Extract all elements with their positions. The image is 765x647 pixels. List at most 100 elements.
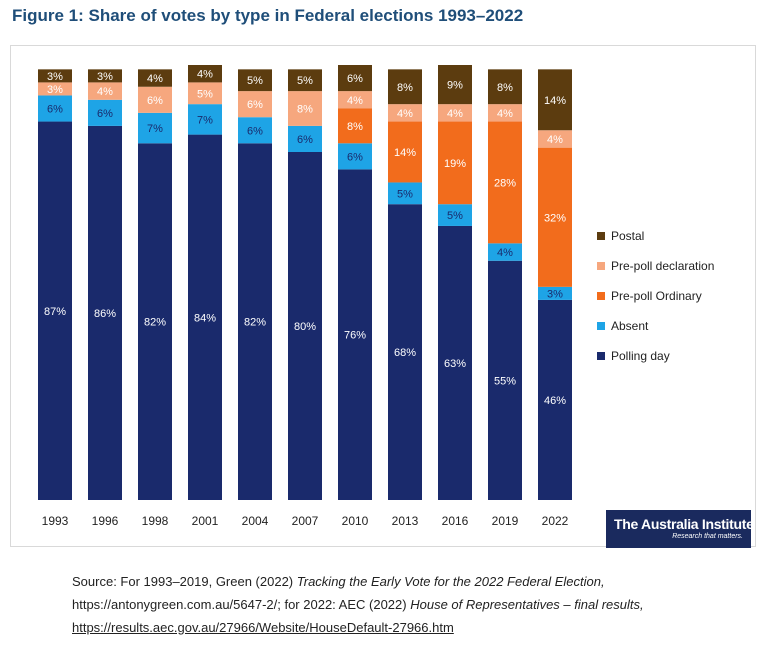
bar-value-label: 4%: [397, 108, 413, 120]
bar-segment: [438, 204, 472, 226]
bar-segment: [88, 99, 122, 126]
x-tick-label: 2016: [442, 514, 469, 528]
bar-segment: [338, 91, 372, 109]
bar-value-label: 80%: [294, 321, 316, 333]
source-text-2: for 2022: AEC (2022): [284, 597, 411, 612]
legend-label: Absent: [611, 319, 649, 333]
bar-value-label: 5%: [297, 75, 313, 87]
bar-value-label: 5%: [197, 88, 213, 100]
bar-segment: [288, 152, 322, 500]
bar-segment: [488, 243, 522, 261]
source-title-1: Tracking the Early Vote for the 2022 Fed…: [296, 574, 605, 589]
bar-value-label: 4%: [497, 108, 513, 120]
legend-swatch: [597, 262, 605, 270]
x-tick-label: 2019: [492, 514, 519, 528]
bar-value-label: 6%: [247, 125, 263, 137]
x-tick-label: 2022: [542, 514, 569, 528]
bar-value-label: 5%: [247, 75, 263, 87]
bar-value-label: 82%: [144, 317, 166, 329]
x-tick-label: 2010: [342, 514, 369, 528]
bar-value-label: 68%: [394, 347, 416, 359]
bar-segment: [388, 104, 422, 122]
bar-segment: [338, 169, 372, 500]
bar-segment: [288, 69, 322, 92]
bar-value-label: 6%: [297, 134, 313, 146]
bar-segment: [238, 91, 272, 118]
bar-segment: [138, 112, 172, 144]
bars-layer: [38, 65, 572, 501]
bar-segment: [438, 121, 472, 205]
legend-label: Pre-poll Ordinary: [611, 289, 702, 303]
bar-segment: [38, 82, 72, 96]
bar-segment: [488, 260, 522, 500]
legend: Postal Pre-poll declaration Pre-poll Ordin…: [597, 229, 714, 363]
legend-label: Postal: [611, 229, 644, 243]
bar-value-label: 87%: [44, 306, 66, 318]
bar-segment: [188, 134, 222, 500]
bar-segment: [38, 95, 72, 122]
bar-segment: [538, 69, 572, 131]
bar-segment: [438, 225, 472, 500]
bar-segment: [38, 121, 72, 501]
bar-segment: [88, 125, 122, 501]
bar-value-label: 6%: [47, 104, 63, 116]
legend-swatch: [597, 352, 605, 360]
bar-value-label: 3%: [97, 71, 113, 83]
bar-value-label: 32%: [544, 212, 566, 224]
bar-segment: [538, 299, 572, 500]
bar-value-label: 3%: [47, 71, 63, 83]
bar-segment: [538, 147, 572, 287]
bar-segment: [88, 82, 122, 100]
x-tick-label: 2001: [192, 514, 219, 528]
bar-value-label: 3%: [47, 84, 63, 96]
x-tick-label: 1996: [92, 514, 119, 528]
legend-swatch: [597, 322, 605, 330]
bar-segment: [338, 65, 372, 92]
bar-value-label: 8%: [347, 121, 363, 133]
bar-labels-layer: 87%6%3%3%86%6%4%3%82%7%6%4%84%7%5%4%82%6…: [44, 69, 566, 407]
legend-label: Pre-poll declaration: [611, 259, 714, 273]
bar-value-label: 5%: [447, 210, 463, 222]
x-axis-ticks: 1993 1996 1998 2001 2004 2007 2010 2013 2016 2019…: [42, 514, 569, 528]
bar-segment: [488, 121, 522, 244]
bar-value-label: 9%: [447, 80, 463, 92]
x-tick-label: 1993: [42, 514, 69, 528]
legend-swatch: [597, 232, 605, 240]
bar-segment: [188, 104, 222, 135]
bar-value-label: 4%: [347, 95, 363, 107]
australia-institute-logo: The Australia Institute Research that ma…: [606, 510, 754, 548]
bar-value-label: 19%: [444, 158, 466, 170]
source-link-2[interactable]: https://results.aec.gov.au/27966/Website…: [72, 620, 454, 635]
bar-value-label: 6%: [347, 73, 363, 85]
bar-value-label: 14%: [544, 95, 566, 107]
bar-segment: [538, 286, 572, 300]
stacked-bar-chart: 87%6%3%3%86%6%4%3%82%7%6%4%84%7%5%4%82%6…: [38, 65, 714, 528]
x-tick-label: 1998: [142, 514, 169, 528]
bar-value-label: 8%: [297, 104, 313, 116]
bar-segment: [238, 143, 272, 501]
bar-segment: [388, 69, 422, 105]
bar-segment: [438, 104, 472, 122]
legend-label: Polling day: [611, 349, 670, 363]
bar-segment: [138, 69, 172, 87]
bar-value-label: 3%: [547, 288, 563, 300]
bar-segment: [188, 65, 222, 83]
bar-value-label: 6%: [247, 99, 263, 111]
logo-tagline: Research that matters.: [672, 533, 743, 540]
bar-segment: [338, 108, 372, 144]
bar-value-label: 4%: [197, 69, 213, 81]
bar-value-label: 55%: [494, 375, 516, 387]
bar-segment: [488, 104, 522, 122]
bar-segment: [338, 143, 372, 170]
legend-swatch: [597, 292, 605, 300]
logo-name: The Australia Institute: [614, 516, 754, 532]
bar-segment: [238, 117, 272, 144]
bar-value-label: 14%: [394, 147, 416, 159]
bar-segment: [88, 69, 122, 83]
bar-segment: [288, 91, 322, 126]
source-text-1: Source: For 1993–2019, Green (2022): [72, 574, 297, 589]
source-url-1: https://antonygreen.com.au/5647-2/;: [72, 597, 285, 612]
bar-segment: [138, 86, 172, 113]
bar-value-label: 86%: [94, 308, 116, 320]
bar-value-label: 4%: [447, 108, 463, 120]
